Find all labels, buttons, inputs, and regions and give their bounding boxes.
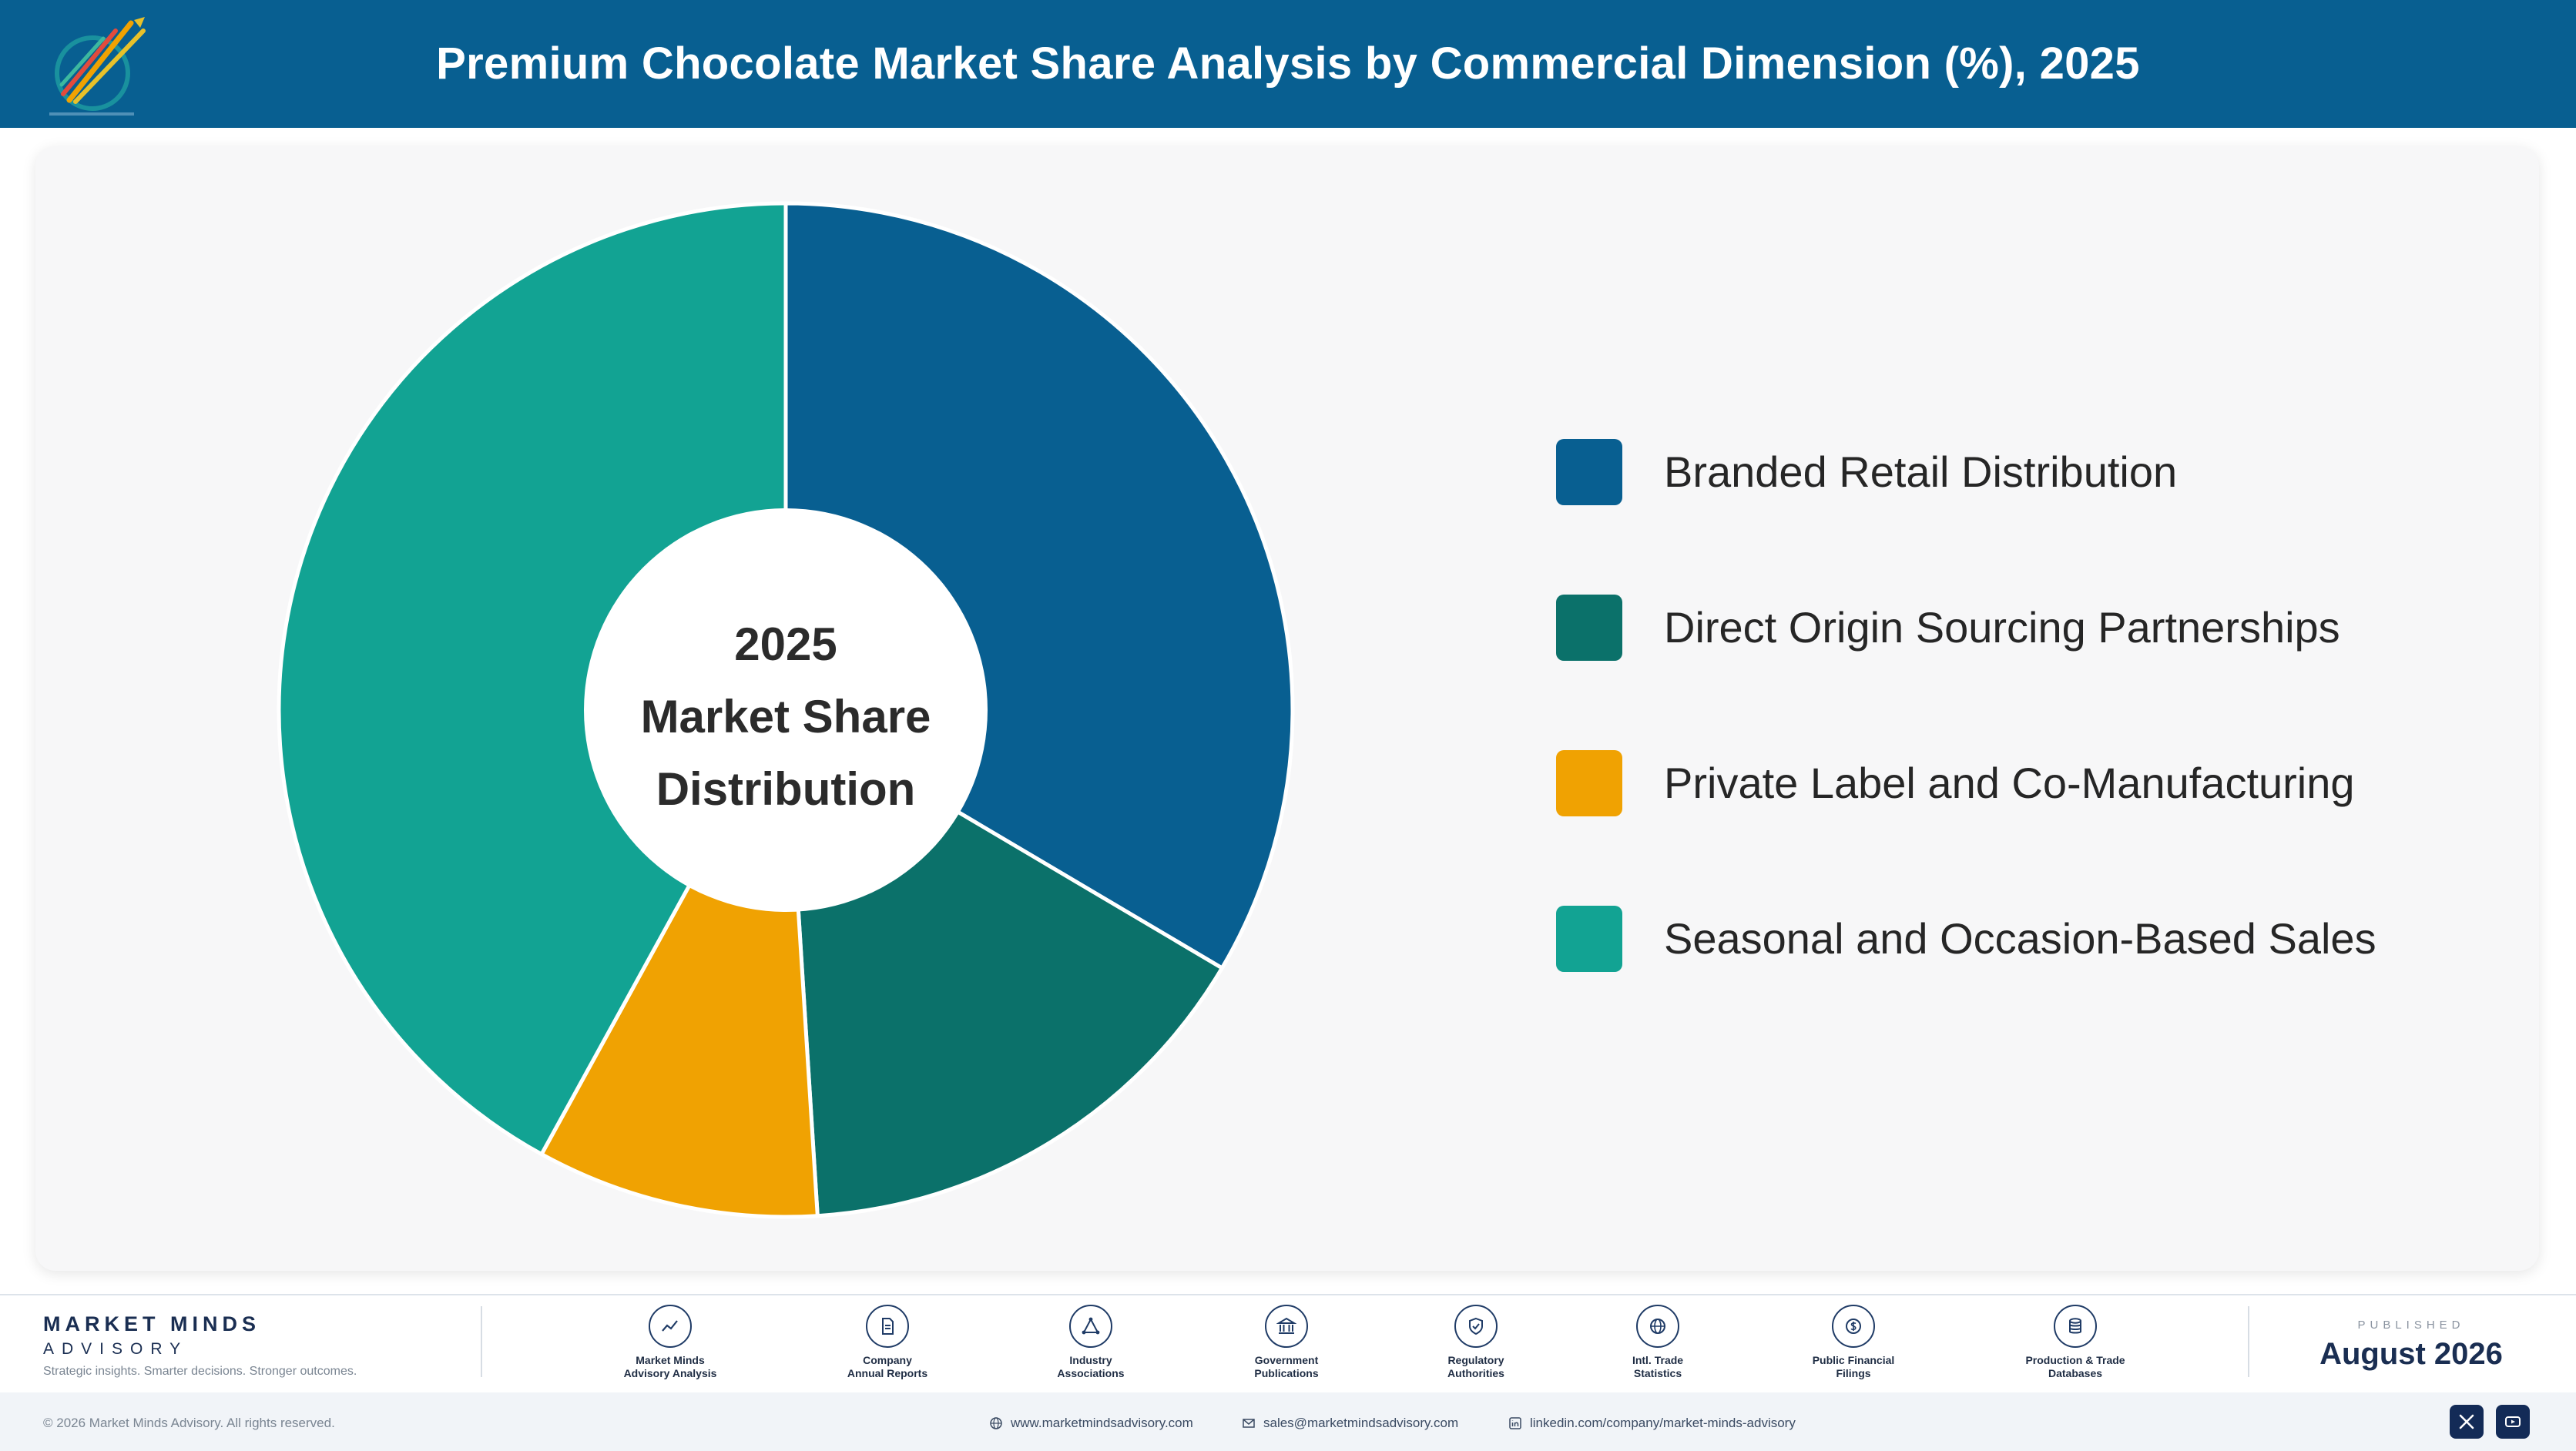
globe-icon (1636, 1305, 1679, 1348)
donut-chart (277, 201, 1293, 1217)
source-label-line: Annual Reports (847, 1367, 928, 1379)
youtube-social-button[interactable] (2496, 1405, 2530, 1439)
source-label-line: Regulatory (1447, 1354, 1504, 1366)
donut-center-label: 2025 Market Share Distribution (593, 608, 978, 826)
currency-icon (1832, 1305, 1875, 1348)
source-label-line: Government (1254, 1354, 1319, 1366)
brand-sub: ADVISORY (43, 1340, 189, 1358)
brand-tagline: Strategic insights. Smarter decisions. S… (43, 1365, 357, 1378)
source-label-line: Advisory Analysis (623, 1367, 717, 1379)
source-government-publications: Government Publications (1209, 1305, 1363, 1380)
source-company-reports: Company Annual Reports (810, 1305, 964, 1380)
source-label-line: Publications (1254, 1367, 1319, 1379)
source-label-line: Production & Trade (2025, 1354, 2125, 1366)
legend-label-direct-origin: Direct Origin Sourcing Partnerships (1664, 603, 2340, 652)
legend-swatch-branded-retail (1556, 439, 1622, 505)
government-building-icon (1265, 1305, 1308, 1348)
linkedin-icon (1509, 1417, 1521, 1429)
company-logo (49, 17, 146, 116)
youtube-icon (2505, 1416, 2521, 1427)
published-date: August 2026 (2319, 1337, 2503, 1371)
source-label-line: Associations (1057, 1367, 1125, 1379)
copyright-text: © 2026 Market Minds Advisory. All rights… (43, 1416, 335, 1430)
website-text: www.marketmindsadvisory.com (1011, 1416, 1193, 1430)
legend-swatch-direct-origin (1556, 595, 1622, 661)
source-intl-trade-statistics: Intl. Trade Statistics (1581, 1305, 1735, 1380)
email-text: sales@marketmindsadvisory.com (1263, 1416, 1459, 1430)
legend-label-private-label: Private Label and Co-Manufacturing (1664, 759, 2355, 807)
source-industry-associations: Industry Associations (1014, 1305, 1168, 1380)
source-label-line: Filings (1836, 1367, 1871, 1379)
source-label-line: Industry (1069, 1354, 1112, 1366)
source-label-line: Public Financial (1812, 1354, 1895, 1366)
linkedin-link[interactable]: linkedin.com/company/market-minds-adviso… (1508, 1416, 1796, 1431)
donut-hole (584, 508, 988, 912)
x-logo-icon (2459, 1414, 2474, 1429)
legend-swatch-seasonal (1556, 906, 1622, 972)
mail-icon (1243, 1419, 1255, 1428)
linkedin-text: linkedin.com/company/market-minds-adviso… (1530, 1416, 1796, 1430)
page-title: Premium Chocolate Market Share Analysis … (436, 39, 2140, 89)
legend-label-branded-retail: Branded Retail Distribution (1664, 447, 2178, 496)
source-label-line: Statistics (1633, 1367, 1682, 1379)
source-production-trade-databases: Production & Trade Databases (1998, 1305, 2152, 1380)
source-label-line: Authorities (1447, 1367, 1504, 1379)
slice-seasonal (277, 201, 788, 1158)
published-label: PUBLISHED (2357, 1319, 2465, 1332)
center-label-line-3: Distribution (656, 763, 916, 815)
source-public-financial-filings: Public Financial Filings (1776, 1305, 1930, 1380)
website-link[interactable]: www.marketmindsadvisory.com (989, 1416, 1193, 1431)
center-label-line-2: Market Share (640, 691, 931, 742)
legend-swatch-private-label (1556, 750, 1622, 816)
data-sources: Market Minds Advisory Analysis Company Ann… (570, 1305, 2157, 1389)
footer-divider (481, 1306, 482, 1377)
trend-chart-icon (649, 1305, 692, 1348)
footer-divider (2248, 1306, 2249, 1377)
source-label-line: Company (863, 1354, 912, 1366)
source-regulatory-authorities: Regulatory Authorities (1399, 1305, 1553, 1380)
legend-label-seasonal: Seasonal and Occasion-Based Sales (1664, 914, 2376, 963)
header-bar: Premium Chocolate Market Share Analysis … (0, 0, 2576, 128)
source-label-line: Intl. Trade (1632, 1354, 1684, 1366)
brand-name: MARKET MINDS (43, 1312, 260, 1335)
center-label-year: 2025 (734, 618, 837, 670)
email-link[interactable]: sales@marketmindsadvisory.com (1242, 1416, 1458, 1431)
source-label-line: Databases (2048, 1367, 2103, 1379)
source-market-minds-analysis: Market Minds Advisory Analysis (593, 1305, 747, 1380)
x-social-button[interactable] (2450, 1405, 2484, 1439)
globe-icon (990, 1417, 1002, 1429)
database-icon (2054, 1305, 2097, 1348)
shield-check-icon (1454, 1305, 1498, 1348)
network-icon (1069, 1305, 1112, 1348)
document-icon (866, 1305, 909, 1348)
source-label-line: Market Minds (636, 1354, 705, 1366)
footer: MARKET MINDS ADVISORY Strategic insights… (0, 1294, 2576, 1451)
